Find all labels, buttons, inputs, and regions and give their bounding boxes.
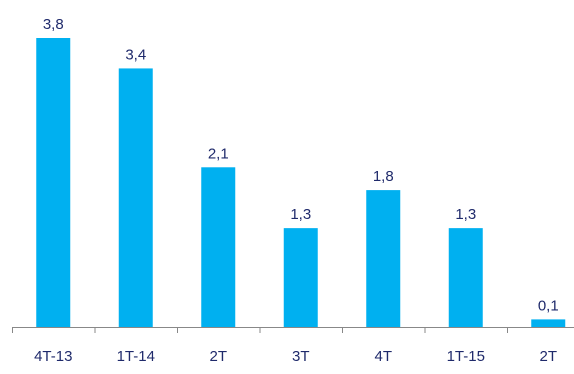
data-label: 0,1 xyxy=(538,297,559,314)
x-tick-label: 2T xyxy=(209,348,227,365)
data-label: 1,8 xyxy=(373,168,394,185)
data-label: 2,1 xyxy=(208,145,229,162)
bar xyxy=(283,228,318,327)
bar xyxy=(448,228,483,327)
x-axis xyxy=(12,327,574,333)
value-labels-group: 3,8 3,4 2,1 1,3 1,8 1,3 0,1 xyxy=(43,16,559,314)
x-tick-label: 3T xyxy=(292,348,310,365)
x-tick-label: 4T xyxy=(374,348,392,365)
data-label: 3,8 xyxy=(43,16,64,33)
bars-group xyxy=(36,38,566,327)
data-label: 3,4 xyxy=(125,46,146,63)
tick-labels-group: 4T-13 1T-14 2T 3T 4T 1T-15 2T xyxy=(34,348,557,365)
bar xyxy=(118,68,153,327)
bar xyxy=(36,38,71,327)
x-tick-label: 4T-13 xyxy=(34,348,72,365)
bar xyxy=(201,167,236,327)
bar xyxy=(366,190,401,327)
x-tick-label: 1T-15 xyxy=(447,348,485,365)
bar xyxy=(531,319,566,327)
data-label: 1,3 xyxy=(290,206,311,223)
x-tick-label: 1T-14 xyxy=(117,348,155,365)
data-label: 1,3 xyxy=(455,206,476,223)
x-tick-label: 2T xyxy=(539,348,557,365)
